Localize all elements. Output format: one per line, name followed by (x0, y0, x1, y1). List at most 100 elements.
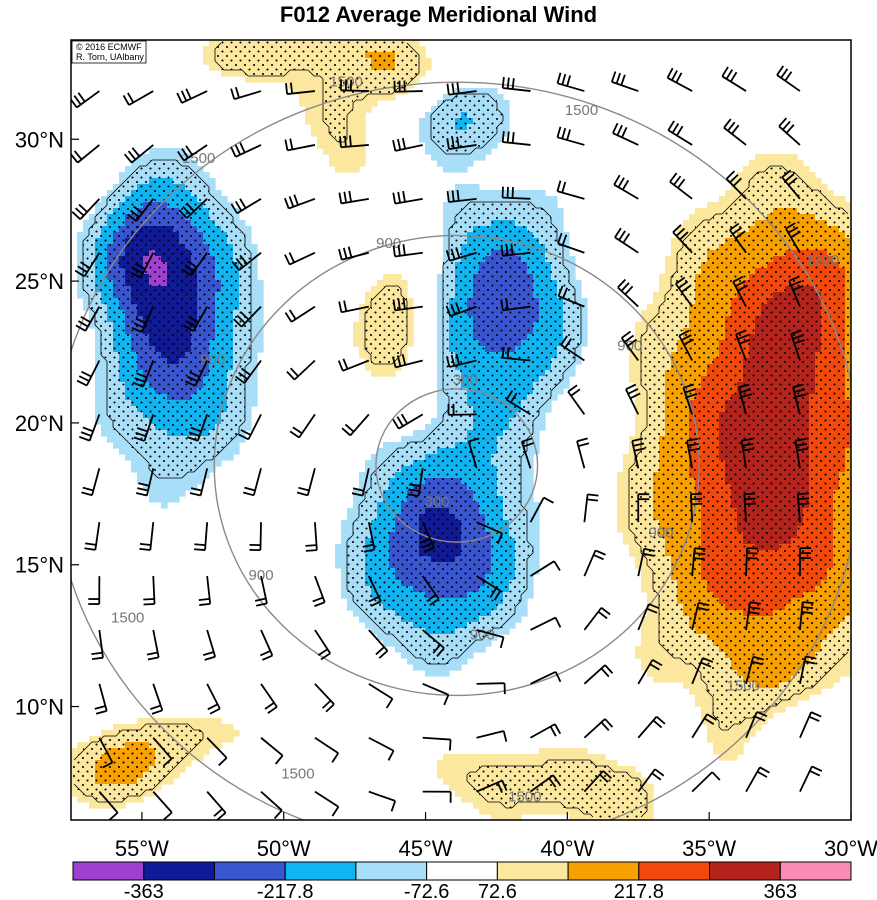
wind-barb (230, 86, 262, 101)
wind-barb (788, 275, 804, 307)
wind-barb (560, 335, 585, 362)
range-ring-label: 1500 (182, 150, 215, 167)
colorbar-swatch (213, 861, 286, 881)
wind-barb (143, 576, 156, 606)
wind-barb (729, 222, 747, 254)
credit-line-1: © 2016 ECMWF (76, 42, 142, 52)
wind-barb (305, 522, 318, 552)
wind-barb (284, 305, 316, 323)
wind-barb (79, 414, 101, 442)
wind-barb (81, 468, 101, 497)
wind-barb (233, 305, 262, 328)
wind-barb (792, 383, 807, 415)
axis-ticks: 55°W 50°W 45°W 40°W 35°W 30°W 30°N 25°N 20°N 15°N… (15, 127, 877, 861)
wind-barb (206, 791, 227, 820)
range-ring-label: 1500 (508, 788, 541, 805)
chart-title: F012 Average Meridional Wind (279, 2, 598, 27)
wind-barb (242, 468, 262, 497)
wind-barb (583, 607, 611, 631)
range-ring-label: 1500 (806, 252, 839, 269)
plot-area: 300 300 900 900 900 900 900 900 1500 1500 1500 1500… (71, 40, 851, 820)
wind-barb (421, 575, 440, 607)
wind-barb (620, 330, 639, 362)
wind-barb (284, 138, 316, 152)
wind-barb (235, 359, 262, 384)
colorbar-swatch (72, 861, 145, 881)
wind-barb (75, 306, 101, 332)
wind-barb (467, 437, 480, 469)
wind-barb (794, 438, 809, 469)
wind-barb (198, 575, 212, 606)
wind-barb (691, 547, 706, 577)
wind-barb (422, 736, 452, 751)
range-ring-label: 1500 (281, 766, 314, 783)
wind-barb (259, 629, 274, 661)
wind-barb (392, 354, 423, 369)
colorbar-swatch (426, 861, 498, 881)
wind-barb (613, 174, 639, 200)
wind-barb (666, 67, 693, 92)
wind-barb (286, 359, 316, 381)
lat-tick-label: 30°N (15, 127, 64, 152)
wind-barb (445, 302, 477, 317)
wind-barb (530, 723, 562, 739)
wind-barb (583, 664, 614, 685)
wind-barb (530, 560, 561, 577)
wind-barb (152, 791, 173, 820)
colorbar-label: 72.6 (478, 881, 517, 900)
wind-barb (339, 79, 369, 92)
wind-barb (500, 243, 531, 257)
wind-barb (254, 575, 268, 607)
wind-barb (612, 122, 639, 146)
lon-tick-label: 45°W (399, 836, 453, 861)
wind-barb (723, 118, 747, 146)
wind-barb (667, 120, 693, 146)
wind-barb (338, 246, 370, 261)
wind-barb (127, 198, 154, 222)
wind-barb (445, 353, 477, 368)
range-ring-label: 900 (376, 235, 401, 252)
wind-barb (669, 172, 693, 200)
wind-barb (637, 493, 650, 523)
wind-barb (392, 190, 423, 205)
wind-barb (737, 383, 753, 415)
lat-tick-label: 15°N (15, 553, 64, 578)
wind-barb (776, 65, 801, 92)
wind-barb (505, 389, 531, 416)
wind-barb (691, 713, 717, 739)
wind-barb (98, 737, 114, 769)
wind-barb (625, 383, 641, 415)
wind-barb (740, 438, 755, 469)
wind-barb (289, 413, 316, 439)
range-ring-label: 1500 (565, 102, 598, 119)
wind-barb (778, 117, 801, 146)
range-ring-label: 1500 (727, 678, 760, 695)
wind-barb (187, 414, 208, 442)
colorbar-swatch (143, 861, 215, 881)
wind-barb (631, 437, 646, 469)
colorbar-swatch (779, 861, 852, 881)
wind-barb (446, 189, 477, 203)
wind-barb (230, 198, 262, 215)
wind-barb (583, 770, 612, 793)
wind-barb (799, 711, 822, 739)
lon-tick-label: 50°W (257, 836, 311, 861)
lon-tick-label: 35°W (682, 836, 736, 861)
wind-barb (206, 737, 228, 767)
wind-barb (637, 715, 666, 739)
wind-barb (285, 82, 316, 95)
wind-barb (176, 88, 208, 104)
wind-barb (799, 547, 812, 577)
wind-barb (529, 496, 554, 523)
credit-line-2: R. Torn, UAlbany (76, 52, 144, 62)
wind-barb (690, 492, 703, 523)
wind-barb (446, 136, 477, 150)
wind-barb (422, 629, 445, 657)
lat-tick-label: 10°N (15, 695, 64, 720)
wind-barb (181, 252, 208, 277)
wind-barb (392, 413, 424, 430)
wind-barb (362, 522, 376, 553)
wind-barb (139, 522, 155, 551)
wind-barb (781, 169, 801, 200)
wind-barb (476, 779, 508, 793)
